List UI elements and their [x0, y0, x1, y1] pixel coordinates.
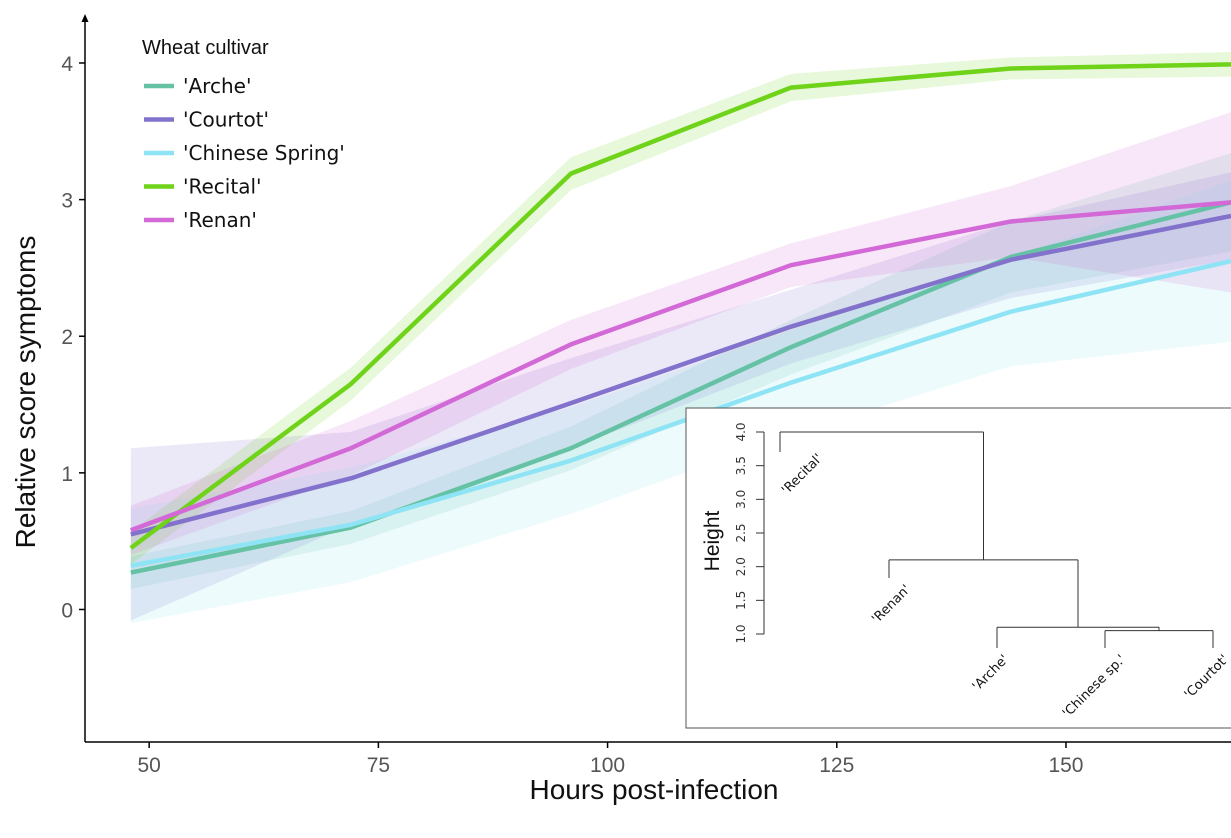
legend-label-3: 'Recital': [183, 175, 262, 199]
inset-y-tick-label: 3.5: [734, 456, 748, 475]
x-tick-label: 50: [137, 754, 160, 777]
y-axis-title: Relative score symptoms: [10, 236, 41, 549]
dendrogram-inset: 1.01.52.02.53.03.54.0Height'Recital''Ren…: [686, 408, 1231, 728]
x-axis-title: Hours post-infection: [529, 774, 778, 805]
inset-y-tick-label: 2.5: [734, 523, 748, 542]
y-tick-label: 0: [61, 599, 73, 622]
legend-title: Wheat cultivar: [142, 37, 269, 59]
legend-label-0: 'Arche': [183, 74, 251, 98]
y-axis-arrow: [82, 14, 89, 22]
y-tick-label: 2: [61, 326, 73, 349]
y-tick-label: 3: [61, 190, 73, 213]
inset-y-axis-title: Height: [701, 510, 724, 571]
legend-label-4: 'Renan': [183, 208, 257, 232]
inset-y-tick-label: 1.0: [734, 624, 748, 643]
legend-label-2: 'Chinese Spring': [183, 141, 345, 165]
legend-label-1: 'Courtot': [183, 108, 269, 132]
inset-frame: [686, 408, 1231, 728]
y-tick-label: 4: [61, 53, 73, 76]
inset-y-tick-label: 1.5: [734, 591, 748, 610]
x-tick-label: 125: [819, 754, 854, 777]
inset-y-tick-label: 2.0: [734, 557, 748, 576]
legend: Wheat cultivar 'Arche' 'Courtot' 'Chinese S…: [142, 37, 345, 232]
y-tick-label: 1: [61, 463, 73, 486]
inset-y-tick-label: 4.0: [734, 422, 748, 441]
x-tick-label: 150: [1048, 754, 1083, 777]
inset-y-tick-label: 3.0: [734, 490, 748, 509]
x-tick-label: 75: [367, 754, 390, 777]
